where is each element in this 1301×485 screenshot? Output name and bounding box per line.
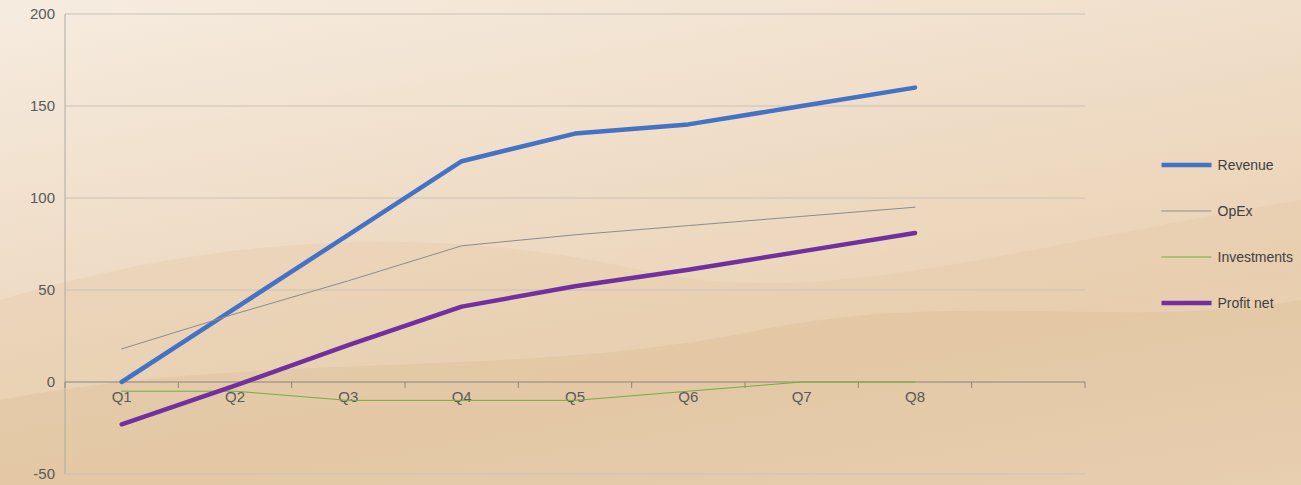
- x-tick-mark: [291, 382, 292, 388]
- x-tick-mark: [858, 382, 859, 388]
- grid-line: [65, 290, 1085, 291]
- y-tick-label: 50: [38, 281, 55, 298]
- y-tick-label: 150: [30, 97, 55, 114]
- grid-line: [65, 198, 1085, 199]
- legend-label: Investments: [1218, 249, 1293, 265]
- legend-swatch: [1162, 163, 1212, 168]
- y-tick-label: -50: [33, 465, 55, 482]
- y-tick-label: 200: [30, 5, 55, 22]
- lines: [122, 88, 915, 425]
- series-line: [122, 88, 915, 382]
- x-tick-mark: [518, 382, 519, 388]
- dune: [0, 200, 1301, 485]
- x-tick-mark: [178, 382, 179, 388]
- x-tick-mark: [405, 382, 406, 388]
- x-tick-label: Q1: [112, 388, 132, 405]
- x-tick-label: Q4: [452, 388, 472, 405]
- legend-label: Revenue: [1218, 157, 1274, 173]
- chart: -50050100150200Q1Q2Q3Q4Q5Q6Q7Q8RevenueOp…: [0, 0, 1301, 485]
- grid-line: [65, 474, 1085, 475]
- dune: [0, 300, 1301, 485]
- x-tick-label: Q7: [792, 388, 812, 405]
- x-tick-label: Q2: [225, 388, 245, 405]
- x-tick-mark: [631, 382, 632, 388]
- series-line: [122, 207, 915, 349]
- legend-label: OpEx: [1218, 203, 1253, 219]
- x-tick-mark: [65, 382, 66, 388]
- series-line: [122, 233, 915, 424]
- x-tick-label: Q8: [905, 388, 925, 405]
- x-axis: [65, 382, 1085, 383]
- x-tick-label: Q3: [338, 388, 358, 405]
- background: [0, 200, 1301, 485]
- grid-line: [65, 106, 1085, 107]
- legend-swatch: [1162, 257, 1212, 258]
- x-tick-mark: [1085, 382, 1086, 388]
- y-tick-label: 0: [47, 373, 55, 390]
- legend-swatch: [1162, 211, 1212, 212]
- x-tick-label: Q5: [565, 388, 585, 405]
- legend: Revenue OpEx Investments Profit net: [1162, 157, 1293, 311]
- x-tick-mark: [971, 382, 972, 388]
- grid-line: [65, 14, 1085, 15]
- legend-swatch: [1162, 301, 1212, 306]
- y-axis: [65, 14, 66, 474]
- legend-label: Profit net: [1218, 295, 1274, 311]
- y-tick-label: 100: [30, 189, 55, 206]
